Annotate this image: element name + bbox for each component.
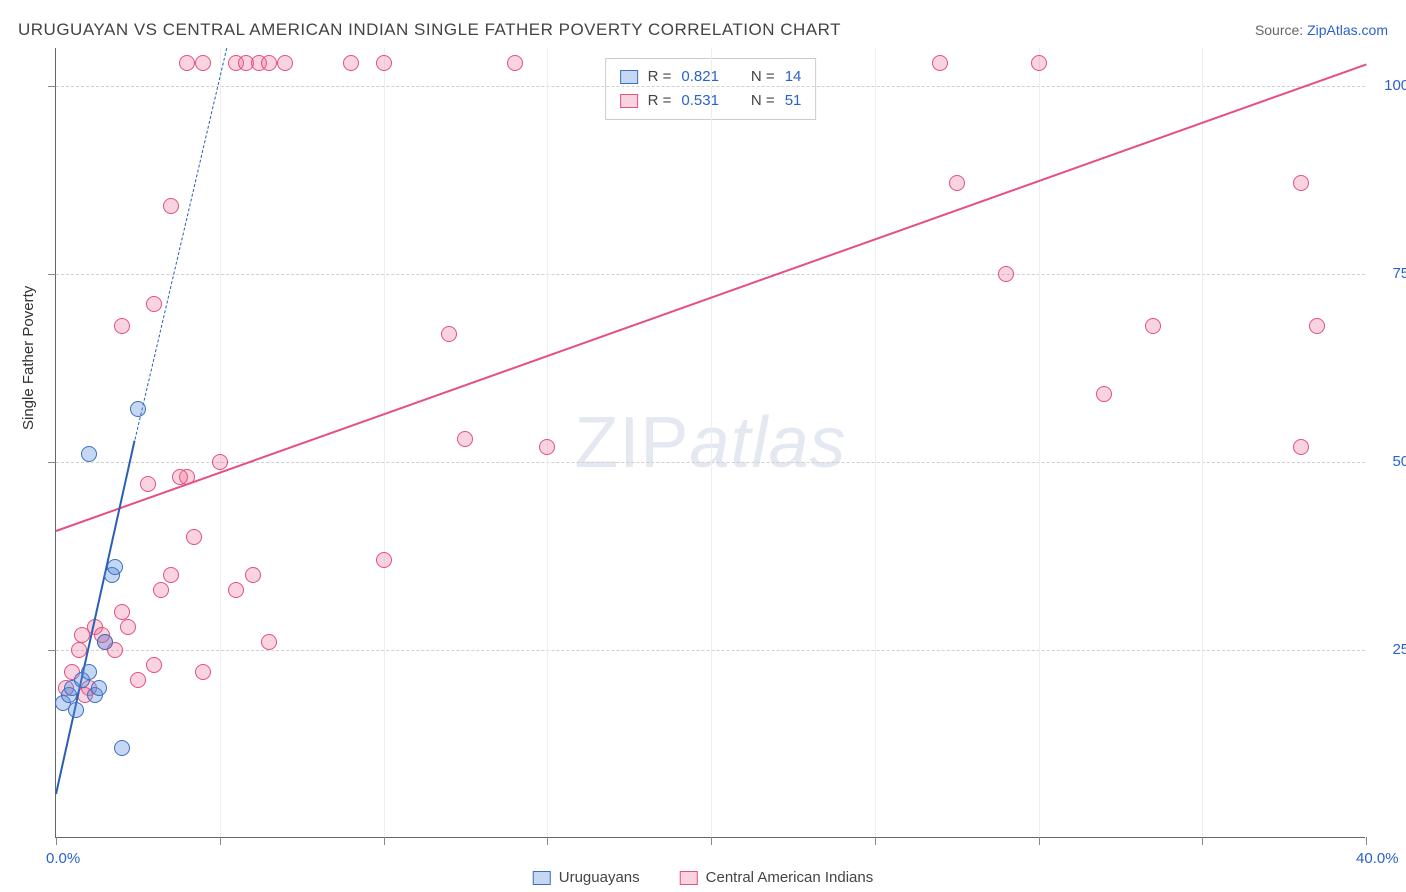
data-point-cai xyxy=(163,567,179,583)
data-point-cai xyxy=(186,529,202,545)
gridline-x xyxy=(384,48,385,837)
tick-x xyxy=(1366,837,1367,845)
data-point-cai xyxy=(153,582,169,598)
data-point-uruguayans xyxy=(81,446,97,462)
x-axis-label: 40.0% xyxy=(1356,850,1399,867)
y-axis-label: 50.0% xyxy=(1392,453,1406,470)
data-point-cai xyxy=(114,604,130,620)
gridline-x xyxy=(220,48,221,837)
tick-x xyxy=(384,837,385,845)
r-value-cai: 0.531 xyxy=(681,89,719,113)
data-point-cai xyxy=(1145,318,1161,334)
data-point-cai xyxy=(376,552,392,568)
swatch-uruguayans xyxy=(620,70,638,84)
legend-label-uruguayans: Uruguayans xyxy=(559,869,640,886)
chart-title: URUGUAYAN VS CENTRAL AMERICAN INDIAN SIN… xyxy=(18,20,841,40)
data-point-cai xyxy=(261,55,277,71)
watermark-zip: ZIP xyxy=(574,403,689,483)
tick-x xyxy=(547,837,548,845)
legend-swatch-cai xyxy=(680,871,698,885)
data-point-uruguayans xyxy=(107,559,123,575)
tick-y xyxy=(48,650,56,651)
y-axis-title: Single Father Poverty xyxy=(20,286,37,430)
data-point-cai xyxy=(71,642,87,658)
data-point-cai xyxy=(163,198,179,214)
data-point-cai xyxy=(1096,386,1112,402)
data-point-uruguayans xyxy=(81,664,97,680)
data-point-cai xyxy=(507,55,523,71)
data-point-cai xyxy=(120,619,136,635)
tick-x xyxy=(56,837,57,845)
tick-x xyxy=(711,837,712,845)
data-point-cai xyxy=(1293,175,1309,191)
y-axis-label: 75.0% xyxy=(1392,265,1406,282)
data-point-cai xyxy=(1031,55,1047,71)
data-point-cai xyxy=(949,175,965,191)
data-point-uruguayans xyxy=(91,680,107,696)
gridline-x xyxy=(1202,48,1203,837)
y-axis-label: 25.0% xyxy=(1392,641,1406,658)
n-label: N = xyxy=(751,89,775,113)
data-point-uruguayans xyxy=(68,702,84,718)
data-point-cai xyxy=(1309,318,1325,334)
data-point-cai xyxy=(212,454,228,470)
tick-x xyxy=(1202,837,1203,845)
gridline-x xyxy=(1039,48,1040,837)
x-axis-label: 0.0% xyxy=(46,850,80,867)
tick-y xyxy=(48,274,56,275)
watermark-atlas: atlas xyxy=(689,403,846,483)
data-point-cai xyxy=(146,296,162,312)
data-point-cai xyxy=(228,582,244,598)
data-point-cai xyxy=(932,55,948,71)
trend-line-uruguayans xyxy=(134,48,227,439)
legend-swatch-uruguayans xyxy=(533,871,551,885)
gridline-x xyxy=(875,48,876,837)
data-point-cai xyxy=(146,657,162,673)
data-point-cai xyxy=(179,55,195,71)
tick-y xyxy=(48,462,56,463)
legend-item-uruguayans: Uruguayans xyxy=(533,869,640,886)
data-point-cai xyxy=(539,439,555,455)
data-point-cai xyxy=(140,476,156,492)
tick-x xyxy=(1039,837,1040,845)
source-label: Source: ZipAtlas.com xyxy=(1255,22,1388,38)
data-point-cai xyxy=(457,431,473,447)
data-point-cai xyxy=(114,318,130,334)
data-point-cai xyxy=(261,634,277,650)
swatch-cai xyxy=(620,94,638,108)
data-point-cai xyxy=(277,55,293,71)
n-value-cai: 51 xyxy=(785,89,802,113)
data-point-cai xyxy=(245,567,261,583)
data-point-cai xyxy=(195,55,211,71)
tick-x xyxy=(875,837,876,845)
data-point-uruguayans xyxy=(97,634,113,650)
plot-area: ZIPatlas R =0.821N =14R =0.531N =51 25.0… xyxy=(55,48,1365,838)
gridline-x xyxy=(711,48,712,837)
data-point-cai xyxy=(376,55,392,71)
data-point-uruguayans xyxy=(130,401,146,417)
legend-item-cai: Central American Indians xyxy=(680,869,874,886)
source-link[interactable]: ZipAtlas.com xyxy=(1307,22,1388,38)
data-point-cai xyxy=(1293,439,1309,455)
data-point-cai xyxy=(130,672,146,688)
r-label: R = xyxy=(648,89,672,113)
source-prefix: Source: xyxy=(1255,22,1307,38)
y-axis-label: 100.0% xyxy=(1384,77,1406,94)
data-point-cai xyxy=(998,266,1014,282)
data-point-uruguayans xyxy=(114,740,130,756)
data-point-cai xyxy=(172,469,188,485)
tick-x xyxy=(220,837,221,845)
bottom-legend: Uruguayans Central American Indians xyxy=(533,869,873,886)
legend-label-cai: Central American Indians xyxy=(706,869,874,886)
data-point-cai xyxy=(195,664,211,680)
tick-y xyxy=(48,86,56,87)
data-point-cai xyxy=(441,326,457,342)
data-point-cai xyxy=(343,55,359,71)
